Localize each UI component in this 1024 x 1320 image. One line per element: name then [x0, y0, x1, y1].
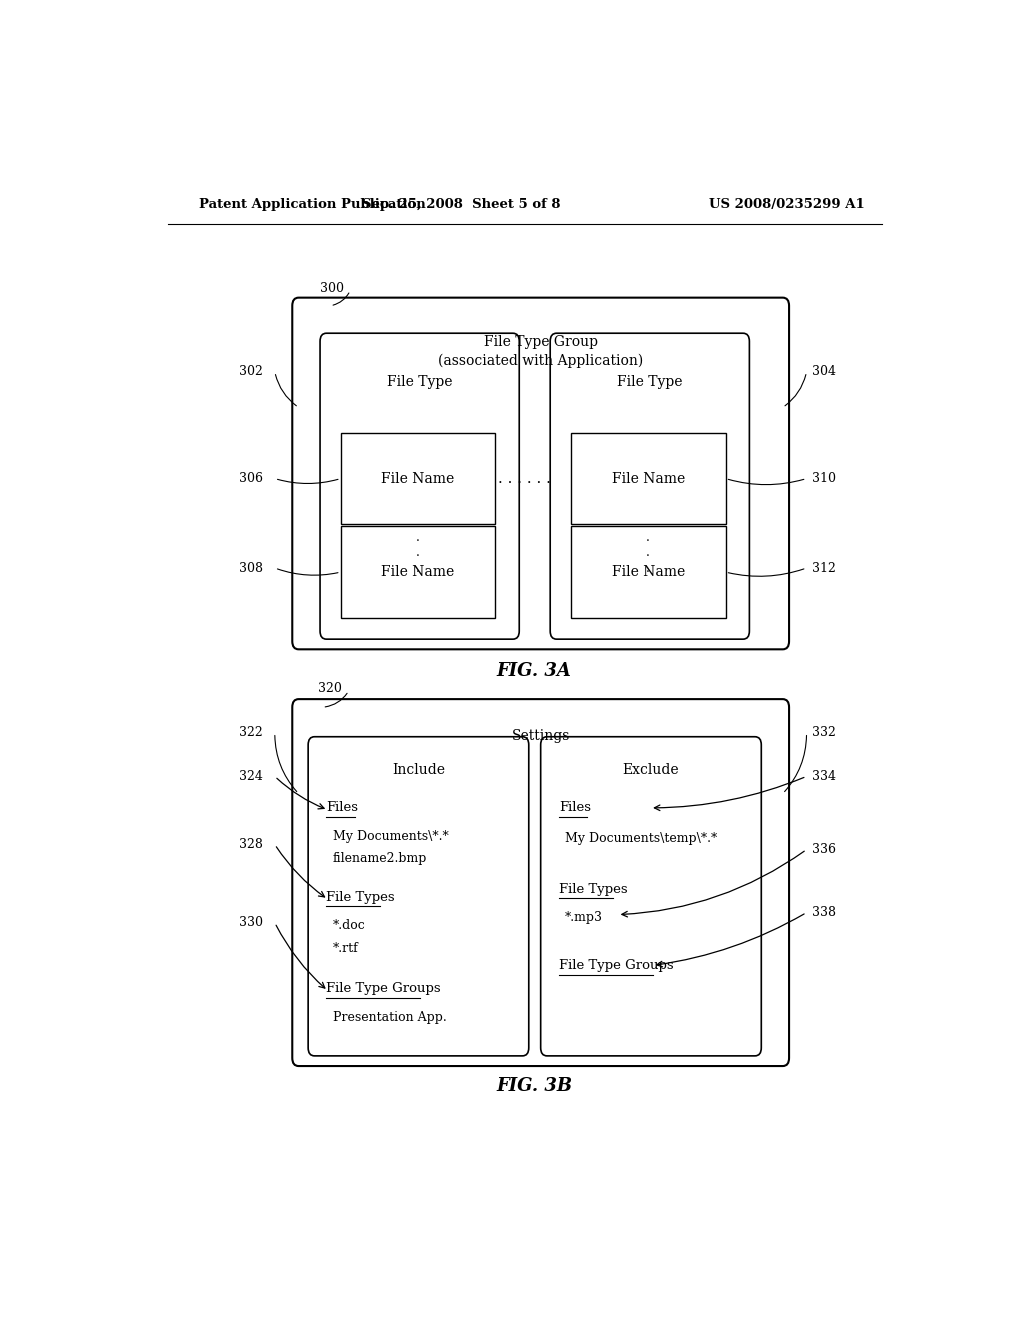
Text: File Types: File Types: [559, 883, 628, 896]
Text: .: .: [646, 561, 650, 574]
Text: . . . . . .: . . . . . .: [499, 471, 551, 486]
Text: 332: 332: [812, 726, 836, 739]
Text: .: .: [416, 546, 420, 560]
Text: File Type Groups: File Type Groups: [559, 958, 674, 972]
Text: 306: 306: [239, 473, 263, 484]
FancyBboxPatch shape: [292, 297, 790, 649]
Text: Files: Files: [327, 801, 358, 814]
Text: 310: 310: [812, 473, 836, 484]
Text: My Documents\*.*: My Documents\*.*: [333, 830, 449, 843]
Text: 334: 334: [812, 770, 836, 783]
Text: 312: 312: [812, 561, 836, 574]
Text: FIG. 3B: FIG. 3B: [497, 1077, 572, 1096]
Text: 322: 322: [240, 726, 263, 739]
Text: File Types: File Types: [327, 891, 395, 904]
Text: Presentation App.: Presentation App.: [333, 1011, 446, 1024]
Text: 320: 320: [318, 682, 342, 696]
Text: Patent Application Publication: Patent Application Publication: [200, 198, 426, 211]
Text: File Type: File Type: [617, 375, 683, 389]
Text: filename2.bmp: filename2.bmp: [333, 853, 427, 865]
FancyBboxPatch shape: [341, 527, 496, 618]
Text: 330: 330: [239, 916, 263, 929]
Text: Settings: Settings: [511, 729, 570, 743]
Text: 302: 302: [239, 366, 263, 379]
Text: FIG. 3A: FIG. 3A: [497, 661, 571, 680]
Text: .: .: [646, 531, 650, 544]
FancyBboxPatch shape: [570, 433, 726, 524]
Text: 328: 328: [239, 838, 263, 851]
Text: My Documents\temp\*.*: My Documents\temp\*.*: [565, 832, 718, 845]
Text: *.doc: *.doc: [333, 919, 366, 932]
Text: 338: 338: [812, 906, 836, 919]
FancyBboxPatch shape: [570, 527, 726, 618]
Text: File Name: File Name: [611, 565, 685, 579]
FancyBboxPatch shape: [341, 433, 496, 524]
FancyBboxPatch shape: [321, 333, 519, 639]
Text: .: .: [416, 531, 420, 544]
Text: 300: 300: [319, 282, 344, 294]
Text: File Type: File Type: [387, 375, 453, 389]
Text: File Type Group
(associated with Application): File Type Group (associated with Applica…: [438, 335, 643, 368]
Text: File Name: File Name: [381, 471, 455, 486]
Text: Include: Include: [392, 763, 445, 777]
FancyBboxPatch shape: [308, 737, 528, 1056]
Text: File Name: File Name: [381, 565, 455, 579]
Text: Files: Files: [559, 801, 591, 814]
Text: *.rtf: *.rtf: [333, 941, 358, 954]
Text: US 2008/0235299 A1: US 2008/0235299 A1: [709, 198, 864, 211]
FancyBboxPatch shape: [292, 700, 790, 1067]
Text: 308: 308: [239, 561, 263, 574]
FancyBboxPatch shape: [550, 333, 750, 639]
FancyBboxPatch shape: [541, 737, 761, 1056]
Text: File Type Groups: File Type Groups: [327, 982, 441, 995]
Text: 336: 336: [812, 843, 836, 857]
Text: Sep. 25, 2008  Sheet 5 of 8: Sep. 25, 2008 Sheet 5 of 8: [362, 198, 560, 211]
Text: 304: 304: [812, 366, 836, 379]
Text: 324: 324: [239, 770, 263, 783]
Text: *.mp3: *.mp3: [565, 911, 603, 924]
Text: Exclude: Exclude: [623, 763, 679, 777]
Text: File Name: File Name: [611, 471, 685, 486]
Text: .: .: [646, 546, 650, 560]
Text: .: .: [416, 561, 420, 574]
